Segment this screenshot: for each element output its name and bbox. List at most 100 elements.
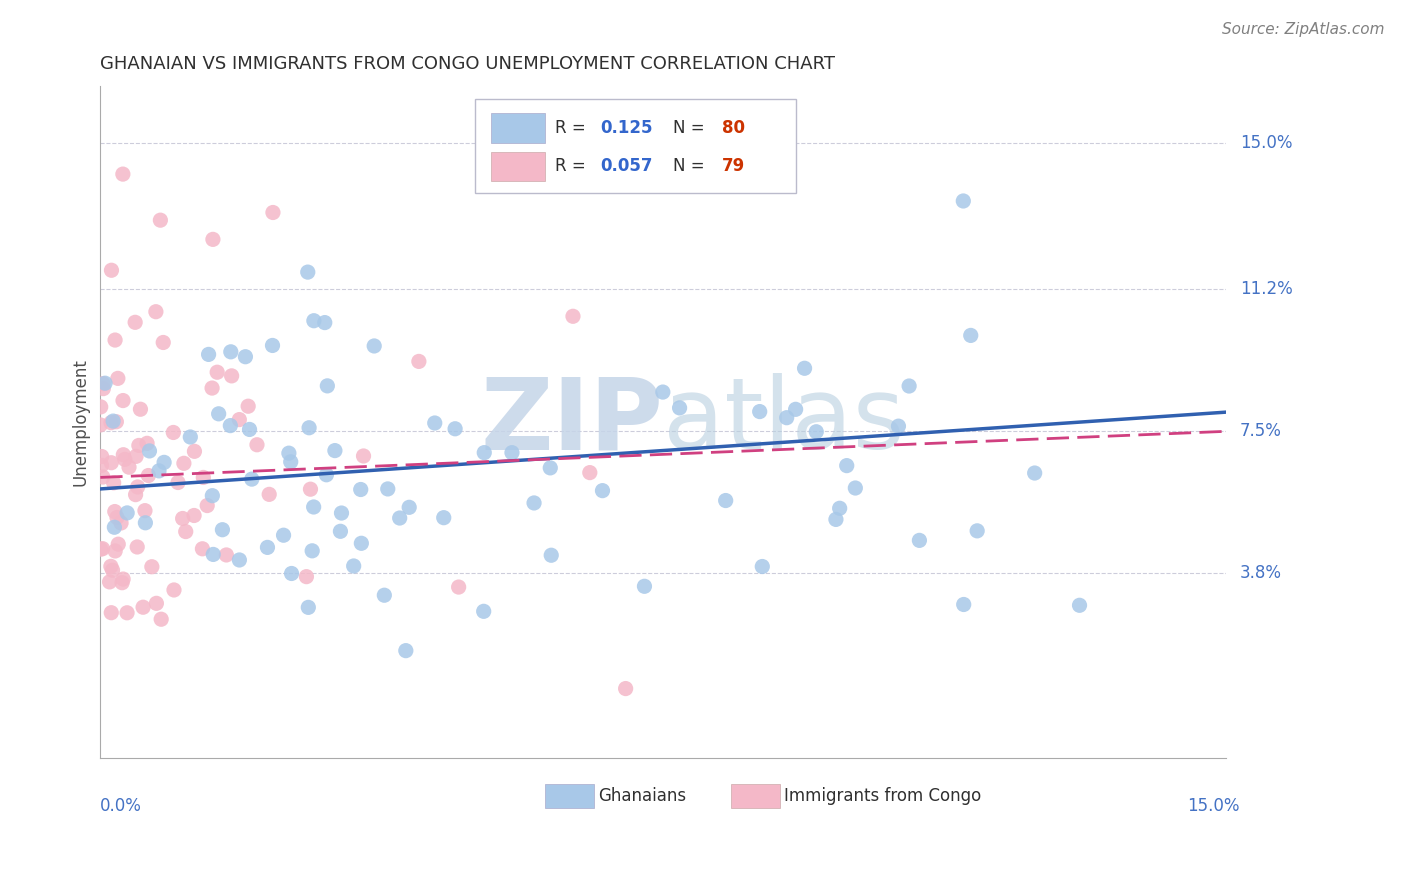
Point — [138, 444, 160, 458]
Point — [323, 443, 346, 458]
Point — [302, 500, 325, 514]
Point — [149, 213, 172, 227]
Text: 15.0%: 15.0% — [1240, 135, 1292, 153]
Point — [100, 606, 122, 620]
FancyBboxPatch shape — [475, 99, 796, 194]
Point — [138, 468, 160, 483]
Text: 15.0%: 15.0% — [1187, 797, 1240, 814]
Point — [208, 407, 231, 421]
Point — [145, 596, 167, 610]
Point — [111, 167, 134, 181]
Point — [136, 436, 159, 450]
Point — [377, 482, 399, 496]
Point — [100, 263, 122, 277]
Text: GHANAIAN VS IMMIGRANTS FROM CONGO UNEMPLOYMENT CORRELATION CHART: GHANAIAN VS IMMIGRANTS FROM CONGO UNEMPL… — [100, 55, 835, 73]
Point — [110, 516, 132, 530]
Point — [148, 464, 170, 478]
Point — [898, 379, 921, 393]
Point — [91, 470, 114, 484]
Point — [104, 505, 127, 519]
Point — [228, 553, 250, 567]
Point — [111, 575, 134, 590]
Point — [114, 452, 136, 467]
Point — [141, 559, 163, 574]
Point — [219, 418, 242, 433]
Point — [134, 503, 156, 517]
Point — [343, 559, 366, 574]
Point — [91, 541, 114, 556]
Point — [118, 460, 141, 475]
Point — [172, 511, 194, 525]
Point — [145, 304, 167, 318]
Point — [104, 333, 127, 347]
Point — [806, 425, 828, 439]
Point — [714, 493, 737, 508]
Text: N =: N = — [673, 157, 710, 176]
Point — [825, 512, 848, 526]
Point — [246, 438, 269, 452]
Point — [592, 483, 614, 498]
FancyBboxPatch shape — [491, 152, 546, 181]
Point — [201, 381, 224, 395]
Text: 3.8%: 3.8% — [1240, 565, 1282, 582]
Point — [952, 194, 974, 208]
Point — [350, 483, 373, 497]
Point — [952, 598, 974, 612]
Point — [124, 315, 146, 329]
Point — [395, 643, 418, 657]
Point — [132, 600, 155, 615]
Point — [124, 488, 146, 502]
Point — [152, 335, 174, 350]
Point — [472, 445, 495, 459]
Point — [197, 347, 219, 361]
Point — [314, 316, 336, 330]
Text: 79: 79 — [721, 157, 745, 176]
Point — [238, 399, 260, 413]
Point — [748, 404, 770, 418]
Text: 0.0%: 0.0% — [100, 797, 142, 814]
Point — [150, 612, 173, 626]
Point — [103, 475, 125, 490]
FancyBboxPatch shape — [731, 784, 780, 808]
Point — [100, 416, 122, 430]
Point — [273, 528, 295, 542]
Point — [228, 412, 250, 426]
Text: 0.057: 0.057 — [600, 157, 652, 176]
Point — [90, 542, 112, 557]
Point — [472, 604, 495, 618]
Point — [959, 328, 981, 343]
Point — [262, 338, 284, 352]
Point — [1024, 466, 1046, 480]
Text: atlas: atlas — [664, 373, 905, 470]
Point — [195, 499, 218, 513]
Point — [115, 506, 138, 520]
Point — [257, 487, 280, 501]
Text: 80: 80 — [721, 120, 745, 137]
Point — [444, 422, 467, 436]
Point — [793, 361, 815, 376]
Text: 11.2%: 11.2% — [1240, 280, 1292, 298]
Point — [167, 475, 190, 490]
Point — [89, 417, 111, 432]
Text: 7.5%: 7.5% — [1240, 422, 1282, 441]
Text: R =: R = — [555, 120, 591, 137]
Y-axis label: Unemployment: Unemployment — [72, 358, 89, 485]
Point — [280, 455, 302, 469]
Point — [887, 419, 910, 434]
Point — [90, 458, 112, 473]
Text: Ghanaians: Ghanaians — [598, 787, 686, 805]
Point — [162, 425, 184, 440]
Point — [330, 506, 353, 520]
Point — [373, 588, 395, 602]
Point — [179, 430, 201, 444]
Point — [433, 510, 456, 524]
Point — [398, 500, 420, 515]
Point — [295, 569, 318, 583]
Point — [562, 310, 585, 324]
Point — [235, 350, 257, 364]
Point — [908, 533, 931, 548]
Point — [163, 582, 186, 597]
Point — [98, 574, 121, 589]
Point — [280, 566, 302, 581]
Point — [193, 470, 215, 484]
